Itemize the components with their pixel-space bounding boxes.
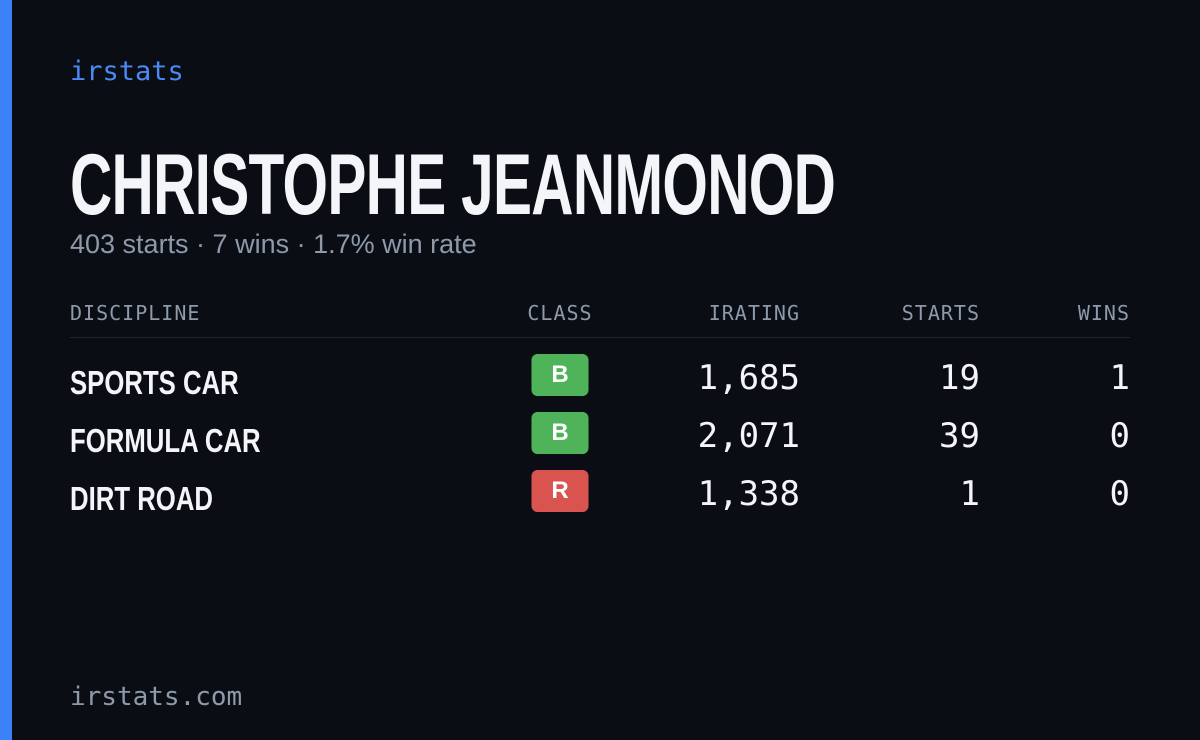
accent-bar xyxy=(0,0,12,740)
column-header: CLASS xyxy=(527,301,593,325)
discipline-name: FORMULA CAR xyxy=(70,422,261,459)
starts-value: 1 xyxy=(959,474,980,514)
irating-value: 1,338 xyxy=(697,474,800,514)
class-badge: B xyxy=(531,412,589,454)
divider xyxy=(70,337,1130,338)
column-header: WINS xyxy=(1077,301,1130,325)
column-header: STARTS xyxy=(901,301,980,325)
brand: irstats xyxy=(70,56,184,87)
column-header: IRATING xyxy=(708,301,800,325)
column-header: DISCIPLINE xyxy=(70,301,201,325)
starts-value: 19 xyxy=(939,358,980,398)
title: CHRISTOPHE JEANMONOD xyxy=(70,137,836,233)
class-badge: R xyxy=(531,470,589,512)
class-badge: B xyxy=(531,354,589,396)
irating-value: 1,685 xyxy=(697,358,800,398)
discipline-name: SPORTS CAR xyxy=(70,364,239,401)
wins-value: 1 xyxy=(1109,358,1130,398)
discipline-name: DIRT ROAD xyxy=(70,480,213,517)
irating-value: 2,071 xyxy=(697,416,800,456)
subtitle: 403 starts · 7 wins · 1.7% win rate xyxy=(70,229,477,259)
starts-value: 39 xyxy=(939,416,980,456)
footer: irstats.com xyxy=(70,682,243,712)
wins-value: 0 xyxy=(1109,474,1130,514)
wins-value: 0 xyxy=(1109,416,1130,456)
